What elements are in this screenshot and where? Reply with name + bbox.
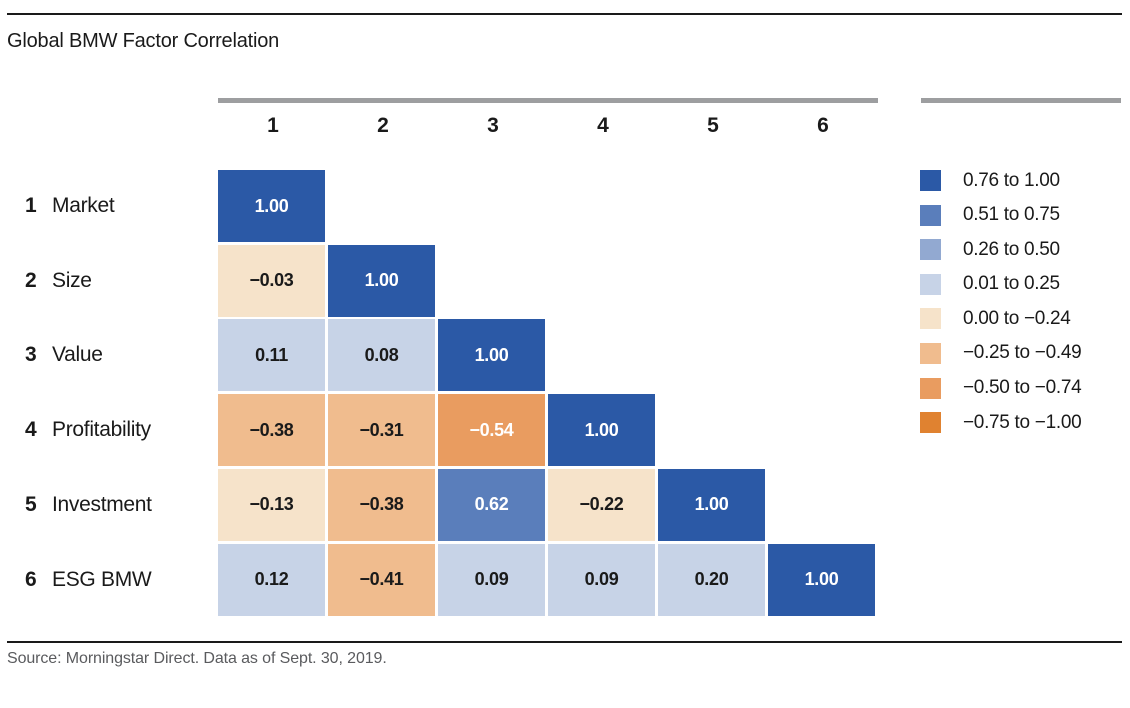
row-name: Market	[52, 194, 115, 217]
matrix-cell-r4c1: −0.38	[218, 394, 325, 467]
row-number: 4	[25, 418, 37, 442]
row-label-investment: 5 Investment	[8, 469, 152, 541]
legend-swatch	[920, 239, 941, 261]
matrix-cell-r5c1: −0.13	[218, 468, 325, 541]
matrix-cell-r6c2: −0.41	[328, 543, 435, 616]
row-name: Value	[52, 343, 103, 367]
row-number: 3	[25, 343, 37, 367]
legend-item: −0.50 to −0.74	[920, 377, 1125, 399]
legend-label: 0.00 to −0.24	[963, 307, 1071, 329]
legend-label: 0.01 to 0.25	[963, 273, 1060, 295]
matrix-cell-r5c3: 0.62	[438, 468, 545, 541]
row-number: 2	[25, 268, 37, 292]
legend-label: 0.26 to 0.50	[963, 238, 1060, 260]
legend-swatch	[920, 170, 941, 191]
row-label-esg-bmw: 6 ESG BMW	[8, 544, 152, 616]
legend-label: −0.75 to −1.00	[963, 411, 1082, 433]
legend-label: −0.25 to −0.49	[963, 342, 1082, 364]
row-number: 1	[25, 194, 37, 217]
matrix-cell-r3c2: 0.08	[328, 319, 435, 392]
matrix-cell-r1c1: 1.00	[218, 170, 325, 242]
matrix-cell-r6c4: 0.09	[548, 543, 655, 616]
legend-item: 0.01 to 0.25	[920, 273, 1125, 295]
legend-item: 0.76 to 1.00	[920, 170, 1125, 191]
legend-label: 0.76 to 1.00	[963, 169, 1060, 191]
matrix-cell-r6c5: 0.20	[658, 543, 765, 616]
legend-item: 0.51 to 0.75	[920, 204, 1125, 226]
chart-title: Global BMW Factor Correlation	[7, 30, 280, 52]
legend-swatch	[920, 377, 941, 399]
matrix-cell-r6c1: 0.12	[218, 543, 325, 616]
matrix-cell-r4c4: 1.00	[548, 394, 655, 467]
legend-swatch	[920, 412, 941, 434]
legend-swatch	[920, 273, 941, 295]
legend-item: −0.75 to −1.00	[920, 411, 1125, 434]
row-name: Size	[52, 268, 92, 292]
row-label-profitability: 4 Profitability	[8, 394, 151, 466]
matrix-cell-r6c6: 1.00	[768, 543, 875, 616]
row-name: Profitability	[52, 418, 151, 442]
matrix-cell-r5c2: −0.38	[328, 468, 435, 541]
row-name: ESG BMW	[52, 567, 152, 591]
row-name: Investment	[52, 492, 152, 516]
column-header-5: 5	[707, 114, 719, 137]
matrix-cell-r2c1: −0.03	[218, 244, 325, 317]
matrix-cell-r4c2: −0.31	[328, 394, 435, 467]
legend: 0.76 to 1.00 0.51 to 0.75 0.26 to 0.50 0.01…	[920, 170, 1125, 447]
matrix-cell-r6c3: 0.09	[438, 543, 545, 616]
row-number: 6	[25, 567, 37, 591]
legend-label: 0.51 to 0.75	[963, 204, 1060, 226]
row-number: 5	[25, 492, 37, 516]
legend-swatch	[920, 342, 941, 364]
column-header-6: 6	[817, 114, 829, 137]
matrix-cell-r3c3: 1.00	[438, 319, 545, 392]
matrix-cell-r2c2: 1.00	[328, 244, 435, 317]
column-header-1: 1	[267, 114, 279, 137]
top-rule	[7, 13, 1122, 15]
column-header-4: 4	[597, 114, 609, 137]
column-header-3: 3	[487, 114, 499, 137]
legend-swatch	[920, 308, 941, 330]
matrix-header-bar	[218, 98, 878, 103]
column-headers: 1 2 3 4 5 6	[218, 110, 878, 142]
legend-item: 0.00 to −0.24	[920, 307, 1125, 330]
row-label-market: 1 Market	[8, 170, 115, 242]
row-labels: 1 Market 2 Size 3 Value 4 Profitability 5 Investm…	[8, 170, 216, 619]
correlation-matrix: 1.00 −0.03 1.00 0.11 0.08 1.00 −0.38 −0.31 −0.54…	[218, 170, 878, 619]
row-label-size: 2 Size	[8, 245, 92, 317]
footer-rule	[7, 641, 1122, 643]
matrix-cell-r4c3: −0.54	[438, 394, 545, 467]
column-header-2: 2	[377, 114, 389, 137]
matrix-cell-r5c5: 1.00	[658, 468, 765, 541]
legend-header-bar	[921, 98, 1121, 103]
legend-item: −0.25 to −0.49	[920, 342, 1125, 364]
matrix-cell-r5c4: −0.22	[548, 468, 655, 541]
source-note: Source: Morningstar Direct. Data as of S…	[7, 650, 387, 667]
legend-swatch	[920, 204, 941, 226]
legend-item: 0.26 to 0.50	[920, 238, 1125, 261]
legend-label: −0.50 to −0.74	[963, 377, 1082, 399]
row-label-value: 3 Value	[8, 319, 103, 391]
matrix-cell-r3c1: 0.11	[218, 319, 325, 392]
